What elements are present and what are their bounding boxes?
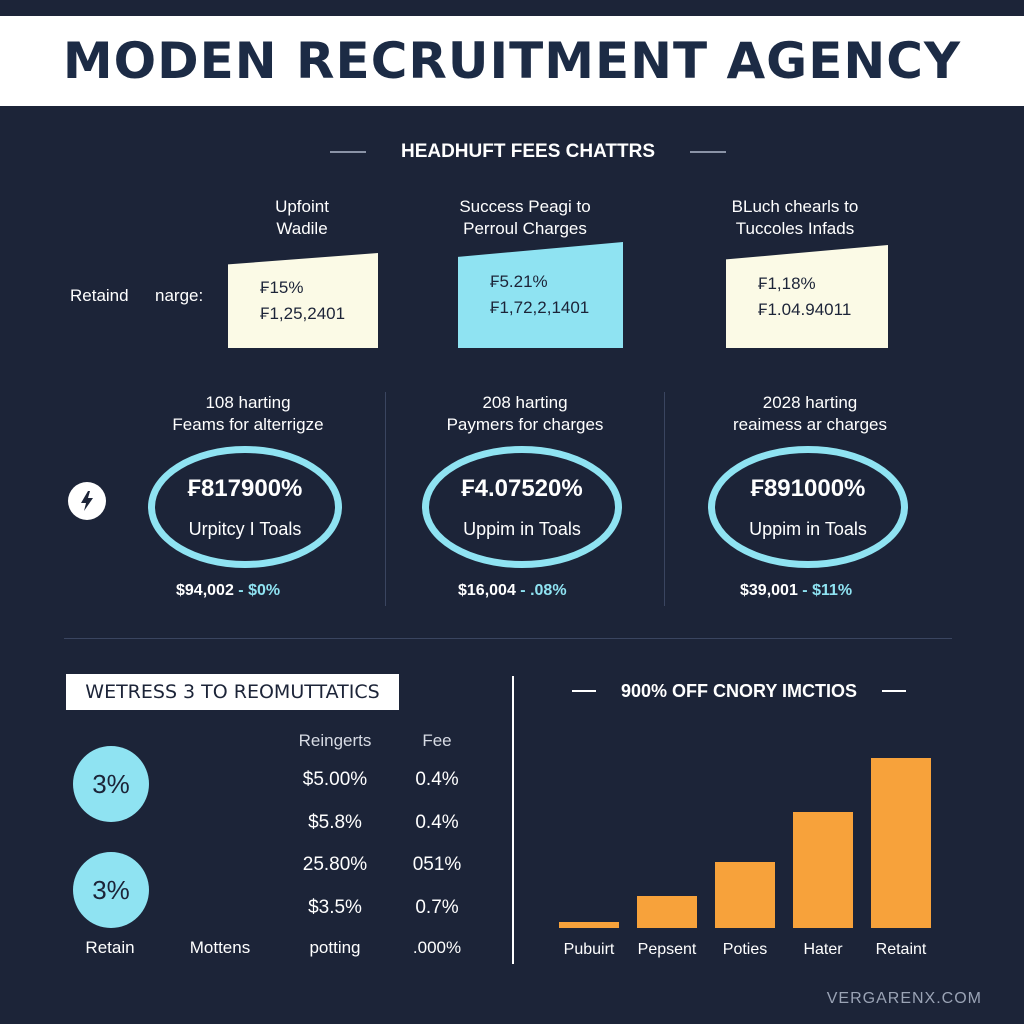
chart-title: 900% OFF CNORY IMCTIOS xyxy=(620,680,858,701)
table-cell: $5.8% xyxy=(308,812,362,833)
ring-label: Uppim in Toals xyxy=(463,518,581,539)
ring-caption-2: 208 harting Paymers for charges xyxy=(425,392,625,436)
stat-delta: - $11% xyxy=(802,582,853,599)
ring-divider-1 xyxy=(385,392,386,606)
table-header-fee: Fee xyxy=(422,731,452,750)
ring-stat-1: ₣817900% Urpitcy I Toals xyxy=(148,446,342,568)
bar-label-retaint: Retaint xyxy=(876,941,927,958)
footer-label: .000% xyxy=(412,938,462,957)
ring-value: ₣4.07520% xyxy=(461,474,583,502)
fee-card-pct: ₣15% xyxy=(260,277,304,297)
ring-caption-2-line1: 208 harting xyxy=(482,393,568,412)
lightning-icon xyxy=(68,482,106,520)
fee-card-amount: ₣1.04.94011 xyxy=(758,299,852,319)
top-caption-2: Success Peagi to Perroul Charges xyxy=(430,196,620,240)
fee-card-amount: ₣1,25,2401 xyxy=(260,303,346,323)
lower-left-title: WETRESS 3 TO REOMUTTATICS xyxy=(66,674,399,710)
ring-label: Uppim in Toals xyxy=(749,518,867,539)
top-caption-1-line2: Wadile xyxy=(276,219,328,238)
table-cell: $5.00% xyxy=(302,769,368,790)
fee-card-block: ₣1,18% ₣1.04.94011 xyxy=(726,245,888,348)
table-cell: 051% xyxy=(412,854,462,875)
table-cell: 0.4% xyxy=(415,812,459,833)
table-header-reingerts: Reingerts xyxy=(298,731,372,750)
ring-label: Urpitcy I Toals xyxy=(188,518,302,539)
fee-card-amount: ₣1,72,2,1401 xyxy=(490,298,590,317)
ring-value: ₣817900% xyxy=(187,474,303,502)
ring-stat-line-1: $94,002 - $0% xyxy=(176,582,280,600)
chart-rule-right xyxy=(881,690,906,692)
fee-card-success: ₣5.21% ₣1,72,2,1401 xyxy=(458,242,623,348)
ring-caption-1-line1: 108 harting xyxy=(205,393,291,412)
percent-circle-value: 3% xyxy=(92,874,130,905)
section-divider xyxy=(64,638,952,639)
heading-rule-left xyxy=(330,151,366,153)
table-cell: 25.80% xyxy=(302,854,368,875)
top-caption-1-line1: Upfoint xyxy=(275,197,329,216)
table-cell: $3.5% xyxy=(308,897,362,918)
ring-divider-2 xyxy=(664,392,665,606)
chart-heading: 900% OFF CNORY IMCTIOS xyxy=(572,678,906,704)
percent-circle-2: 3% xyxy=(73,852,149,928)
page-title: MODEN RECRUITMENT AGENCY xyxy=(62,32,962,90)
bar-label-hater: Hater xyxy=(803,941,843,958)
ring-caption-1: 108 harting Feams for alterrigze xyxy=(150,392,346,436)
top-caption-2-line2: Perroul Charges xyxy=(463,219,587,238)
ring-stat-3: ₣891000% Uppim in Toals xyxy=(708,446,908,568)
table-cell: 0.7% xyxy=(415,897,459,918)
bar-retaint xyxy=(871,758,931,928)
bar-pubuirt xyxy=(559,922,619,928)
chart-rule-left xyxy=(572,690,596,692)
footer-watermark: VERGARENX.COM xyxy=(826,990,982,1007)
section-heading: HEADHUFT FEES CHATTRS xyxy=(330,138,726,166)
lower-left-title-text: WETRESS 3 TO REOMUTTATICS xyxy=(85,681,380,703)
section-heading-text: HEADHUFT FEES CHATTRS xyxy=(400,141,656,162)
top-caption-3-line2: Tuccoles Infads xyxy=(735,219,855,238)
top-caption-3: BLuch chearls to Tuccoles Infads xyxy=(700,196,890,240)
footer-label: Retain xyxy=(85,938,135,957)
stat-amount: $39,001 xyxy=(740,582,798,599)
top-caption-1: Upfoint Wadile xyxy=(232,196,372,240)
heading-rule-right xyxy=(689,151,726,153)
footer-label: potting xyxy=(309,938,361,957)
stat-delta: - $0% xyxy=(238,582,281,599)
ring-caption-2-line2: Paymers for charges xyxy=(446,415,604,434)
ring-caption-3-line1: 2028 harting xyxy=(762,393,858,412)
ring-caption-1-line2: Feams for alterrigze xyxy=(172,415,324,434)
ring-caption-3-line2: reaimess ar charges xyxy=(732,415,887,434)
ring-value: ₣891000% xyxy=(750,474,866,502)
stat-amount: $94,002 xyxy=(176,582,234,599)
fee-card-pct: ₣5.21% xyxy=(490,272,548,291)
ring-caption-3: 2028 harting reaimess ar charges xyxy=(710,392,910,436)
ring-stat-2: ₣4.07520% Uppim in Toals xyxy=(422,446,622,568)
bar-poties xyxy=(715,862,775,928)
bar-label-pepsent: Pepsent xyxy=(638,941,697,958)
footer-label: Mottens xyxy=(189,938,251,957)
top-caption-2-line1: Success Peagi to xyxy=(459,197,591,216)
bar-label-poties: Poties xyxy=(723,941,767,958)
top-caption-3-line1: BLuch chearls to xyxy=(731,197,859,216)
percent-circle-1: 3% xyxy=(73,746,149,822)
lower-divider xyxy=(512,676,514,964)
retained-label: Retaind xyxy=(70,286,129,305)
ring-stat-line-3: $39,001 - $11% xyxy=(740,582,852,600)
fee-card-pct: ₣1,18% xyxy=(758,273,816,293)
bar-label-pubuirt: Pubuirt xyxy=(564,941,615,958)
percent-circle-value: 3% xyxy=(92,768,130,799)
retained-label-2: narge: xyxy=(155,286,204,305)
title-banner: MODEN RECRUITMENT AGENCY xyxy=(0,16,1024,106)
bar-hater xyxy=(793,812,853,928)
stat-delta: - .08% xyxy=(520,582,567,599)
bar-pepsent xyxy=(637,896,697,928)
ring-stat-line-2: $16,004 - .08% xyxy=(458,582,567,600)
fee-card-upfront: ₣15% ₣1,25,2401 xyxy=(228,253,378,348)
bar-chart: Pubuirt Pepsent Poties Hater Retaint xyxy=(559,758,931,958)
table-cell: 0.4% xyxy=(415,769,459,790)
stat-amount: $16,004 xyxy=(458,582,516,599)
